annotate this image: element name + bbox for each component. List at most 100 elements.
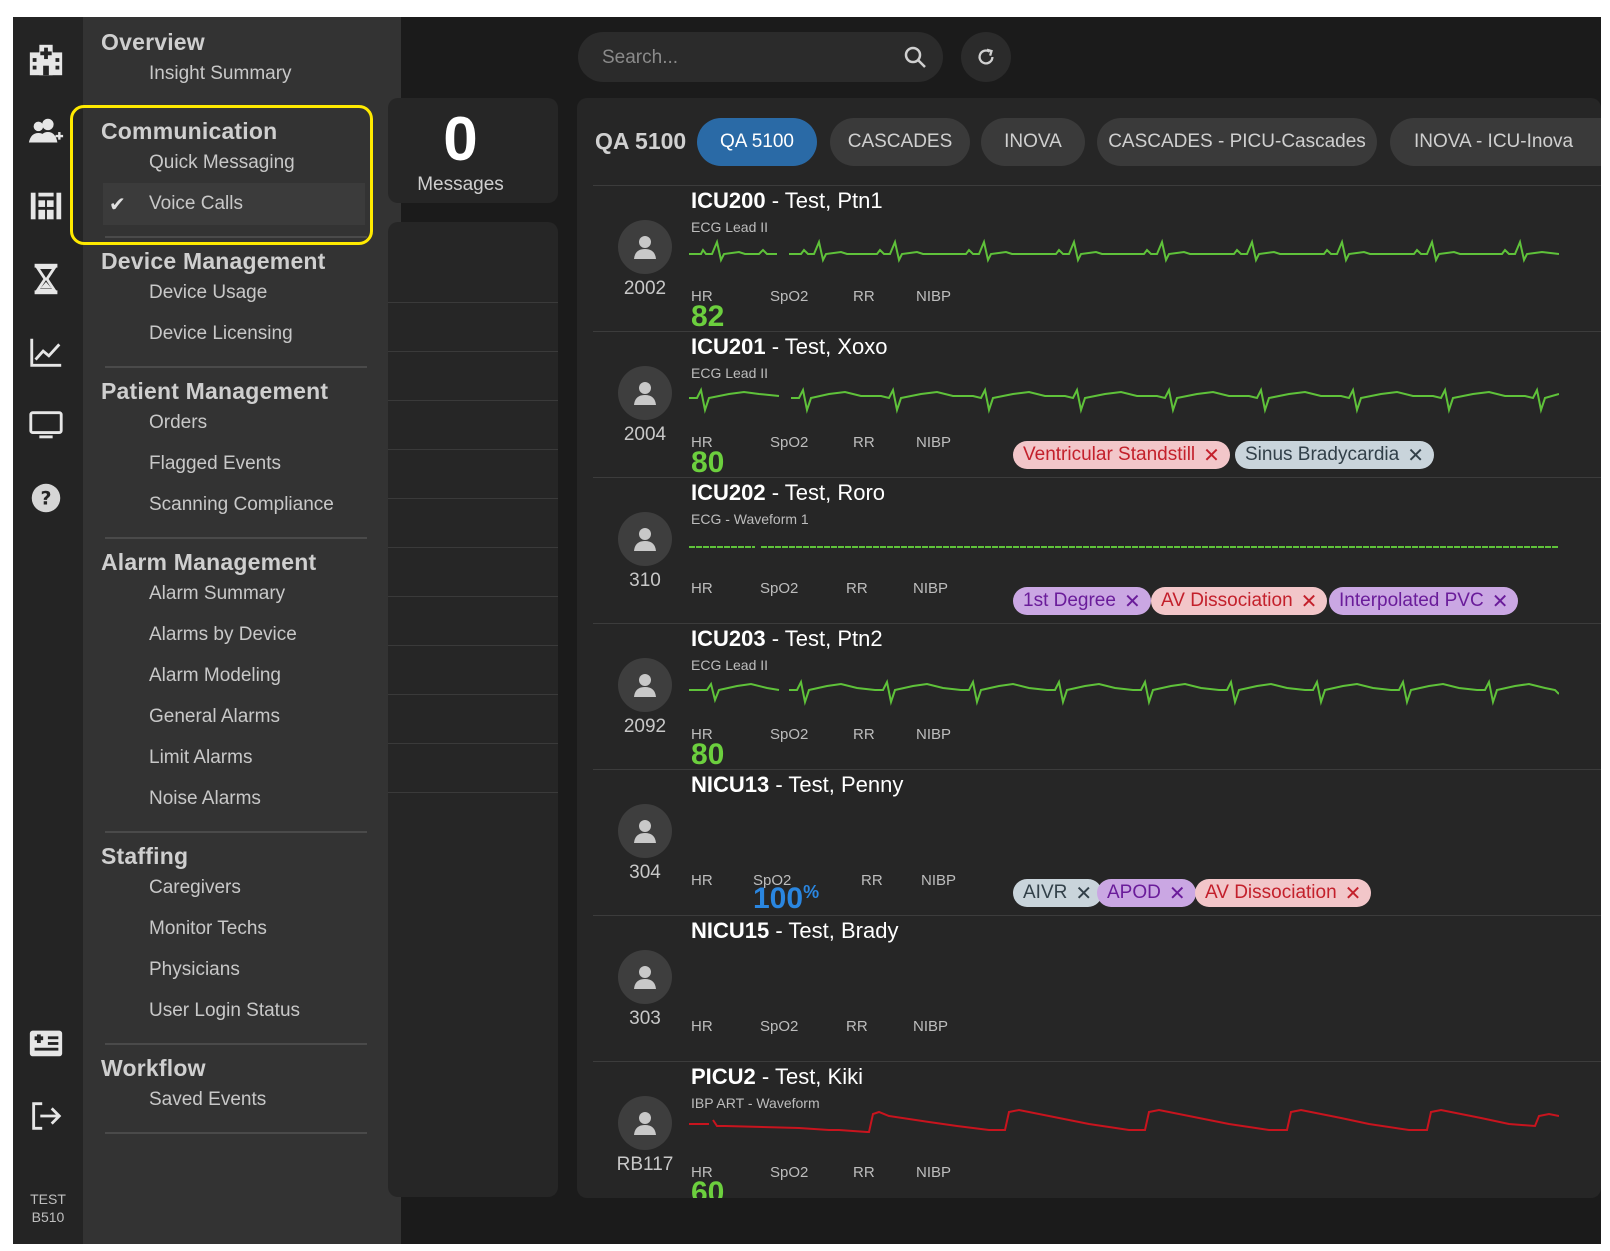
- menu-item-user-login-status[interactable]: User Login Status: [149, 1000, 301, 1021]
- list-divider: [388, 792, 558, 793]
- close-icon[interactable]: ✕: [1407, 444, 1424, 467]
- menu-item-flagged-events[interactable]: Flagged Events: [149, 453, 282, 474]
- menu-item-noise-alarms[interactable]: Noise Alarms: [149, 788, 261, 809]
- close-icon[interactable]: ✕: [1075, 882, 1093, 905]
- menu-item-voice-calls-row[interactable]: [103, 183, 365, 225]
- ecg-waveform: [689, 678, 1559, 706]
- user-line-1: TEST: [30, 1191, 66, 1207]
- tab-cascades[interactable]: CASCADES: [830, 118, 970, 166]
- patient-name: ICU201 - Test, Xoxo: [691, 334, 888, 359]
- section-title-communication: Communication: [101, 118, 278, 144]
- badge-icon[interactable]: [26, 1023, 66, 1063]
- patient-full-name: Test, Xoxo: [784, 334, 888, 359]
- close-icon[interactable]: ✕: [1123, 590, 1141, 613]
- menu-item-voice-calls[interactable]: Voice Calls: [149, 193, 243, 214]
- tab-cascades-picu[interactable]: CASCADES - PICU-Cascades: [1097, 118, 1377, 166]
- ecg-waveform: [689, 386, 1559, 414]
- messages-label: Messages: [417, 174, 504, 195]
- list-divider: [388, 400, 558, 401]
- hospital-icon[interactable]: [26, 40, 66, 80]
- patient-card[interactable]: 2092 ICU203 - Test, Ptn2 ECG Lead II HR …: [593, 623, 1601, 771]
- menu-item-alarms-by-device[interactable]: Alarms by Device: [149, 624, 297, 645]
- app-window: ? TEST B510 Overview Insight Summary Com…: [13, 17, 1601, 1244]
- search-icon[interactable]: [903, 45, 927, 69]
- line-chart-icon[interactable]: [26, 332, 66, 372]
- user-line-2: B510: [31, 1209, 65, 1225]
- patient-full-name: Test, Roro: [784, 480, 886, 505]
- menu-item-device-usage[interactable]: Device Usage: [149, 282, 268, 303]
- hourglass-icon[interactable]: [26, 259, 66, 299]
- close-icon[interactable]: ✕: [1491, 590, 1509, 613]
- menu-item-monitor-techs[interactable]: Monitor Techs: [149, 918, 267, 939]
- patient-name: PICU2 - Test, Kiki: [691, 1064, 863, 1089]
- menu-item-device-licensing[interactable]: Device Licensing: [149, 323, 293, 344]
- list-divider: [388, 694, 558, 695]
- patient-card[interactable]: 303 NICU15 - Test, Brady HR SpO2 RR NIBP: [593, 915, 1601, 1062]
- waveform-label: ECG - Waveform 1: [691, 511, 809, 527]
- tab-inova-icu[interactable]: INOVA - ICU-Inova: [1390, 118, 1601, 166]
- hr-label: HR: [691, 580, 713, 597]
- waveform-label: ECG Lead II: [691, 365, 769, 381]
- close-icon[interactable]: ✕: [1300, 590, 1318, 613]
- rr-label: RR: [846, 580, 868, 597]
- ibp-waveform: [689, 1108, 1559, 1133]
- bed-number: 2092: [623, 716, 667, 737]
- user-label: TEST B510: [13, 1190, 83, 1226]
- logout-icon[interactable]: [26, 1096, 66, 1136]
- refresh-button[interactable]: [961, 32, 1011, 82]
- menu-item-caregivers[interactable]: Caregivers: [149, 877, 241, 898]
- alarm-chip: AIVR ✕: [1013, 879, 1103, 907]
- menu-item-general-alarms[interactable]: General Alarms: [149, 706, 280, 727]
- unit-beds-icon[interactable]: [26, 186, 66, 226]
- waveform-label: IBP ART - Waveform: [691, 1095, 820, 1111]
- menu-item-quick-messaging[interactable]: Quick Messaging: [149, 152, 295, 173]
- spo2-label: SpO2: [760, 1018, 799, 1035]
- patient-card[interactable]: RB117 PICU2 - Test, Kiki IBP ART - Wavef…: [593, 1061, 1601, 1198]
- close-icon[interactable]: ✕: [1344, 882, 1362, 905]
- hr-label: HR: [691, 1018, 713, 1035]
- list-divider: [388, 302, 558, 303]
- tab-qa-5100[interactable]: QA 5100: [697, 118, 817, 166]
- bed-number: 304: [629, 862, 661, 883]
- ecg-waveform: [689, 238, 1559, 263]
- search-input[interactable]: [600, 44, 894, 72]
- bed-id: PICU2: [691, 1064, 756, 1089]
- monitor-icon[interactable]: [26, 405, 66, 445]
- menu-item-alarm-summary[interactable]: Alarm Summary: [149, 583, 286, 604]
- menu-item-insight-summary[interactable]: Insight Summary: [149, 63, 292, 84]
- alarm-chip-label: Sinus Bradycardia: [1245, 444, 1400, 465]
- rr-label: RR: [853, 288, 875, 305]
- section-title-workflow: Workflow: [101, 1055, 206, 1081]
- close-icon[interactable]: ✕: [1203, 444, 1220, 467]
- patient-card[interactable]: 2004 ICU201 - Test, Xoxo ECG Lead II HR …: [593, 331, 1601, 479]
- menu-item-physicians[interactable]: Physicians: [149, 959, 240, 980]
- bed-number: RB117: [616, 1154, 674, 1175]
- menu-item-limit-alarms[interactable]: Limit Alarms: [149, 747, 253, 768]
- user-group-icon[interactable]: [26, 113, 66, 153]
- tab-inova[interactable]: INOVA: [981, 118, 1085, 166]
- unit-panel: QA 5100 QA 5100 CASCADES INOVA CASCADES …: [577, 98, 1601, 1198]
- messages-card[interactable]: 0 Messages: [388, 98, 558, 203]
- patient-full-name: Test, Penny: [788, 772, 904, 797]
- spo2-value: 100%: [753, 882, 819, 916]
- nibp-label: NIBP: [921, 872, 957, 889]
- patient-card[interactable]: 2002 ICU200 - Test, Ptn1 ECG Lead II HR …: [593, 185, 1601, 333]
- patient-card[interactable]: 304 NICU13 - Test, Penny HR SpO2 RR NIBP…: [593, 769, 1601, 916]
- menu-item-alarm-modeling[interactable]: Alarm Modeling: [149, 665, 281, 686]
- help-icon[interactable]: ?: [26, 478, 66, 518]
- avatar: [618, 1096, 672, 1150]
- nibp-label: NIBP: [913, 580, 949, 597]
- alarm-chip: AV Dissociation ✕: [1151, 587, 1328, 615]
- menu-item-scanning-compliance[interactable]: Scanning Compliance: [149, 494, 334, 515]
- rr-label: RR: [853, 726, 875, 743]
- section-title-overview: Overview: [101, 29, 205, 55]
- menu-item-saved-events[interactable]: Saved Events: [149, 1089, 267, 1110]
- patient-full-name: Test, Ptn1: [784, 188, 883, 213]
- hr-label: HR: [691, 872, 713, 889]
- menu-item-orders[interactable]: Orders: [149, 412, 208, 433]
- close-icon[interactable]: ✕: [1168, 882, 1186, 905]
- alarm-chip-label: Ventricular Standstill: [1023, 444, 1196, 465]
- nibp-label: NIBP: [916, 288, 952, 305]
- bed-id: ICU202: [691, 480, 766, 505]
- patient-card[interactable]: 310 ICU202 - Test, Roro ECG - Waveform 1…: [593, 477, 1601, 624]
